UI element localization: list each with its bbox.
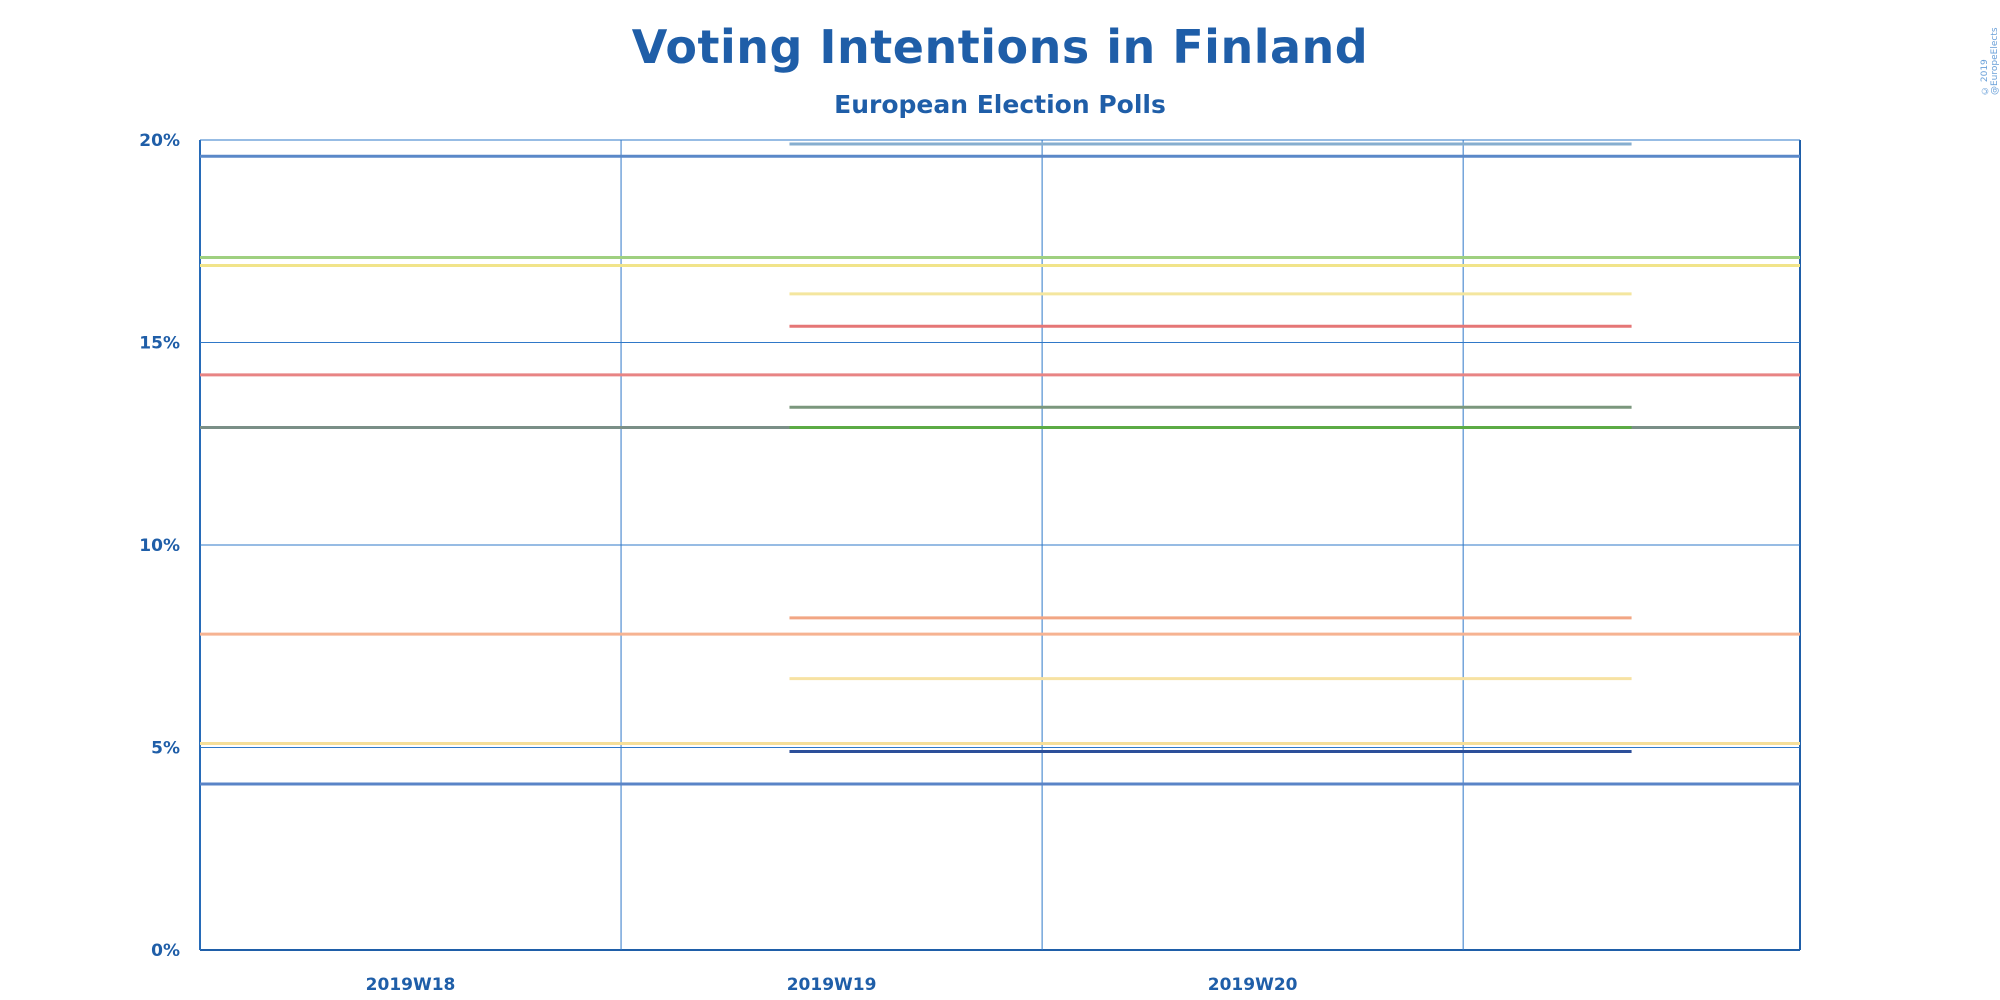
y-tick-label: 15% (139, 334, 180, 354)
x-tick-label: 2019W18 (366, 975, 456, 995)
y-tick-label: 20% (139, 131, 180, 151)
y-tick-label: 10% (139, 536, 180, 556)
y-tick-label: 0% (151, 941, 180, 961)
x-tick-label: 2019W20 (1208, 975, 1298, 995)
chart-subtitle: European Election Polls (834, 90, 1166, 119)
x-tick-label: 2019W19 (787, 975, 877, 995)
y-tick-label: 5% (151, 739, 180, 759)
chart-title: Voting Intentions in Finland (631, 20, 1369, 74)
